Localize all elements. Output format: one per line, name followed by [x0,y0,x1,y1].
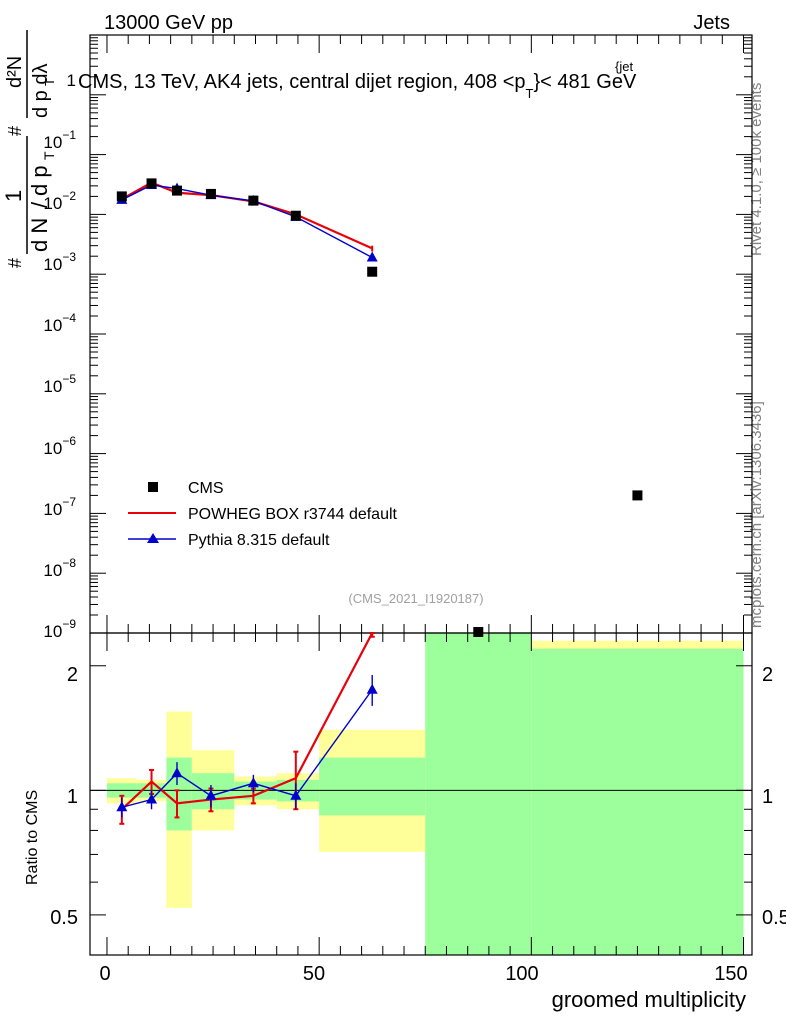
analysis-reference: (CMS_2021_I1920187) [348,591,483,606]
cms-main-point-1 [146,178,157,189]
ratio-panel-frame [89,632,753,956]
legend-label-powheg: POWHEG BOX r3744 default [188,506,398,523]
pythia-ratio-point-0 [116,801,128,812]
ylabel-hash-1: # [5,258,25,268]
pythia-ratio-point-6 [366,683,378,694]
ylabel-dN: d N [27,218,52,252]
ylabel-dpTdl-sub: T [42,78,57,86]
cms-main-point-8 [632,490,643,501]
x-tick-label-0: 0 [99,963,110,985]
ylabel-slash: / [27,201,52,208]
cms-main-point-4 [248,195,259,206]
x-axis-title: groomed multiplicity [552,987,746,1012]
main-y-axis-ticks [90,34,752,634]
cms-main-point-0 [116,191,127,202]
x-axis-ticks [106,35,745,955]
ratio-tick-label-1-left: 1 [67,786,78,808]
y-tick-label-1e-3: 10−3 [43,250,76,274]
ratio-band-inner-8 [531,648,744,955]
series-layer [116,178,643,825]
cms-main-point-3 [205,188,216,199]
legend-marker-pythia [147,533,159,543]
ylabel-pT-sub: T [41,151,57,160]
ratio-band-inner-6 [319,757,426,816]
pythia-ratio-point-4 [247,777,259,788]
y-tick-label-1e-2: 10−2 [43,189,76,213]
x-tick-labels: 0 50 100 150 [99,963,747,985]
ratio-y-tick-labels: 2 1 0.5 2 1 0.5 [50,664,786,929]
x-tick-label-150: 150 [714,963,747,985]
powheg-main-line [121,181,373,250]
pythia-main-point-6 [366,251,378,262]
legend-label-cms: CMS [188,480,224,497]
ylabel-dpTdl: d p dλ [30,64,52,118]
y-tick-label-1e-8: 10−8 [43,556,76,580]
rivet-version-label: Rivet 4.1.0, ≥ 100k events [748,83,765,256]
pythia-ratio-point-3 [205,789,217,800]
main-y-tick-labels: 10−9 10−8 10−7 10−6 10−5 10−4 10−3 10−2 … [43,71,76,641]
y-tick-label-1e-4: 10−4 [43,311,76,335]
header-process: 13000 GeV pp [104,12,233,34]
ratio-tick-label-05-left: 0.5 [50,907,78,929]
cms-main-point-2 [171,185,182,196]
y-tick-label-1e-7: 10−7 [43,495,76,519]
ylabel-hash-2: # [5,126,25,136]
cms-main-point-6 [367,266,378,277]
y-tick-label-1e-5: 10−5 [43,372,76,396]
legend: CMS POWHEG BOX r3744 default Pythia 8.31… [128,480,398,549]
x-tick-label-50: 50 [303,963,325,985]
pythia-ratio-point-1 [146,793,158,804]
plot-title: CMS, 13 TeV, AK4 jets, central dijet reg… [78,71,637,101]
y-tick-label-1: 1 [67,71,76,90]
y-tick-label-1e-9: 10−9 [43,617,76,641]
ylabel-dpT: d p [27,165,52,196]
pythia-ratio-point-5 [290,789,302,800]
y-tick-label-1e-1: 10−1 [43,128,76,152]
pythia-main-line [121,184,373,259]
header-category: Jets [693,12,730,34]
ratio-band-inner-2 [166,757,192,831]
cms-main-point-5 [290,210,301,221]
legend-marker-cms [148,482,158,492]
ratio-tick-label-2-left: 2 [67,664,78,686]
ratio-panel-bands [106,633,744,955]
ratio-band-inner-7 [425,633,532,955]
ratio-tick-label-1-right: 1 [762,786,773,808]
x-tick-label-100: 100 [505,963,538,985]
ratio-tick-label-05-right: 0.5 [762,907,786,929]
cms-main-point-7 [473,627,484,637]
ylabel-one: 1 [1,190,26,202]
plot-title-superscript: {jet [615,59,633,74]
pythia-ratio-point-2 [171,767,183,778]
ratio-tick-label-2-right: 2 [762,664,773,686]
legend-label-pythia: Pythia 8.315 default [188,532,330,549]
ylabel-d2N: d²N [4,56,26,88]
ratio-y-axis-title: Ratio to CMS [24,790,41,885]
main-y-axis-title: # 1 d N / d p T # d²N d p dλ T [1,30,57,268]
y-tick-label-1e-6: 10−6 [43,434,76,458]
